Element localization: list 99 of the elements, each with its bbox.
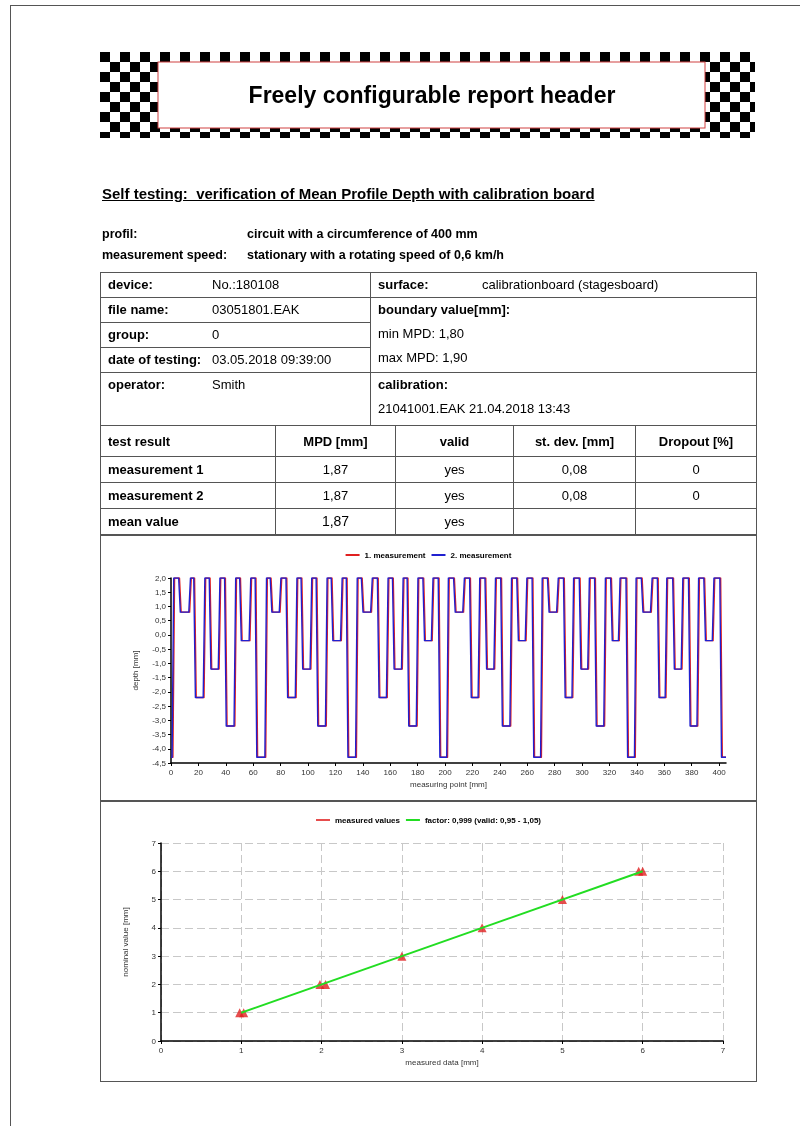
text: 1,87 bbox=[275, 456, 396, 483]
text: Dropout [%] bbox=[635, 425, 757, 457]
x-tick-label: 40 bbox=[221, 767, 231, 777]
x-tick-label: 3 bbox=[399, 1045, 405, 1055]
x-axis-title: measuring point [mm] bbox=[410, 780, 487, 790]
text: operator: bbox=[108, 376, 167, 394]
text: surface: bbox=[378, 276, 430, 294]
x-tick-label: 4 bbox=[479, 1045, 485, 1055]
y-tick-label: 2 bbox=[151, 979, 157, 989]
text: valid bbox=[395, 425, 514, 457]
y-tick-label: 6 bbox=[151, 866, 157, 876]
text: calibrationboard (stagesboard) bbox=[482, 277, 659, 292]
text: 1,87 bbox=[275, 508, 396, 535]
y-tick-label: 4 bbox=[151, 923, 157, 933]
text: measurement 1 bbox=[100, 456, 276, 483]
text: circuit with a circumference of 400 mm bbox=[247, 227, 478, 241]
text: Self testing: verification of Mean Profile Depth with calibration board bbox=[102, 185, 595, 202]
text: Smith bbox=[212, 377, 246, 392]
x-tick-label: 340 bbox=[630, 767, 645, 777]
y-axis-title: nominal value [mm] bbox=[120, 907, 130, 977]
y-tick-label: -4,0 bbox=[152, 744, 167, 754]
text: yes bbox=[395, 482, 514, 509]
y-tick-label: 7 bbox=[151, 838, 157, 848]
text: test result bbox=[100, 425, 276, 457]
text: Freely configurable report header bbox=[160, 62, 704, 128]
x-axis-title: measured data [mm] bbox=[405, 1058, 479, 1068]
x-tick-label: 260 bbox=[520, 767, 535, 777]
x-tick-label: 280 bbox=[548, 767, 562, 777]
text: 1,87 bbox=[275, 482, 396, 509]
text: MPD [mm] bbox=[275, 425, 396, 457]
y-tick-label: -2,5 bbox=[152, 701, 167, 711]
y-tick-label: -2,0 bbox=[152, 687, 167, 697]
x-tick-label: 380 bbox=[685, 767, 699, 777]
x-tick-label: 200 bbox=[438, 767, 453, 777]
text: profil: bbox=[102, 227, 138, 241]
x-tick-label: 100 bbox=[301, 767, 316, 777]
text: date of testing: bbox=[108, 351, 203, 369]
x-tick-label: 2 bbox=[319, 1045, 325, 1055]
x-tick-label: 5 bbox=[560, 1045, 566, 1055]
x-tick-label: 160 bbox=[383, 767, 398, 777]
y-tick-label: -3,5 bbox=[152, 730, 167, 740]
text: boundary value[mm]: bbox=[378, 301, 511, 319]
text: 21041001.EAK 21.04.2018 13:43 bbox=[378, 400, 572, 418]
text: measurement 2 bbox=[100, 482, 276, 509]
x-tick-label: 400 bbox=[712, 767, 727, 777]
x-tick-label: 300 bbox=[575, 767, 590, 777]
text: 0 bbox=[212, 327, 220, 342]
y-axis-title: depth [mm] bbox=[130, 650, 140, 691]
x-tick-label: 1 bbox=[239, 1045, 245, 1055]
text: max MPD: 1,90 bbox=[378, 349, 469, 367]
text: file name: bbox=[108, 301, 170, 319]
y-tick-label: 1 bbox=[151, 1008, 157, 1018]
y-tick-label: 2,0 bbox=[154, 573, 167, 583]
text: 0 bbox=[635, 456, 757, 483]
text: 0,08 bbox=[513, 456, 636, 483]
text: yes bbox=[395, 508, 514, 535]
legend-label: 2. measurement bbox=[450, 550, 512, 560]
text: group: bbox=[108, 326, 151, 344]
y-tick-label: -0,5 bbox=[152, 644, 167, 654]
x-tick-label: 140 bbox=[356, 767, 371, 777]
text: 0 bbox=[635, 482, 757, 509]
y-tick-label: 1,5 bbox=[154, 587, 167, 597]
text: 03.05.2018 09:39:00 bbox=[212, 352, 332, 367]
y-tick-label: 0,0 bbox=[154, 630, 167, 640]
x-tick-label: 6 bbox=[640, 1045, 646, 1055]
text: 03051801.EAK bbox=[212, 302, 300, 317]
text: yes bbox=[395, 456, 514, 483]
x-tick-label: 80 bbox=[276, 767, 286, 777]
text: 0,08 bbox=[513, 482, 636, 509]
text: stationary with a rotating speed of 0,6 km/h bbox=[247, 248, 504, 262]
text: mean value bbox=[100, 508, 276, 535]
legend-label: factor: 0,999 (valid: 0,95 - 1,05) bbox=[424, 815, 542, 825]
x-tick-label: 220 bbox=[465, 767, 480, 777]
legend-label: 1. measurement bbox=[364, 550, 426, 560]
text: No.:180108 bbox=[212, 277, 280, 292]
y-tick-label: -4,5 bbox=[152, 758, 167, 768]
y-tick-label: -1,0 bbox=[152, 658, 167, 668]
legend-label: measured values bbox=[335, 815, 401, 825]
text: measurement speed: bbox=[102, 248, 228, 262]
x-tick-label: 60 bbox=[248, 767, 259, 777]
y-tick-label: 3 bbox=[151, 951, 157, 961]
x-tick-label: 20 bbox=[193, 767, 204, 777]
y-tick-label: -3,0 bbox=[152, 715, 167, 725]
x-tick-label: 320 bbox=[602, 767, 617, 777]
text: st. dev. [mm] bbox=[513, 425, 636, 457]
x-tick-label: 0 bbox=[168, 767, 174, 777]
y-tick-label: -1,5 bbox=[152, 673, 167, 683]
x-tick-label: 240 bbox=[493, 767, 508, 777]
x-tick-label: 360 bbox=[657, 767, 672, 777]
y-tick-label: 5 bbox=[151, 895, 157, 905]
x-tick-label: 180 bbox=[410, 767, 425, 777]
text: device: bbox=[108, 276, 154, 294]
y-tick-label: 0 bbox=[151, 1036, 157, 1046]
text: calibration: bbox=[378, 376, 449, 394]
y-tick-label: 1,0 bbox=[154, 601, 167, 611]
text: min MPD: 1,80 bbox=[378, 325, 465, 343]
y-tick-label: 0,5 bbox=[154, 616, 167, 626]
x-tick-label: 7 bbox=[720, 1045, 726, 1055]
x-tick-label: 120 bbox=[328, 767, 343, 777]
